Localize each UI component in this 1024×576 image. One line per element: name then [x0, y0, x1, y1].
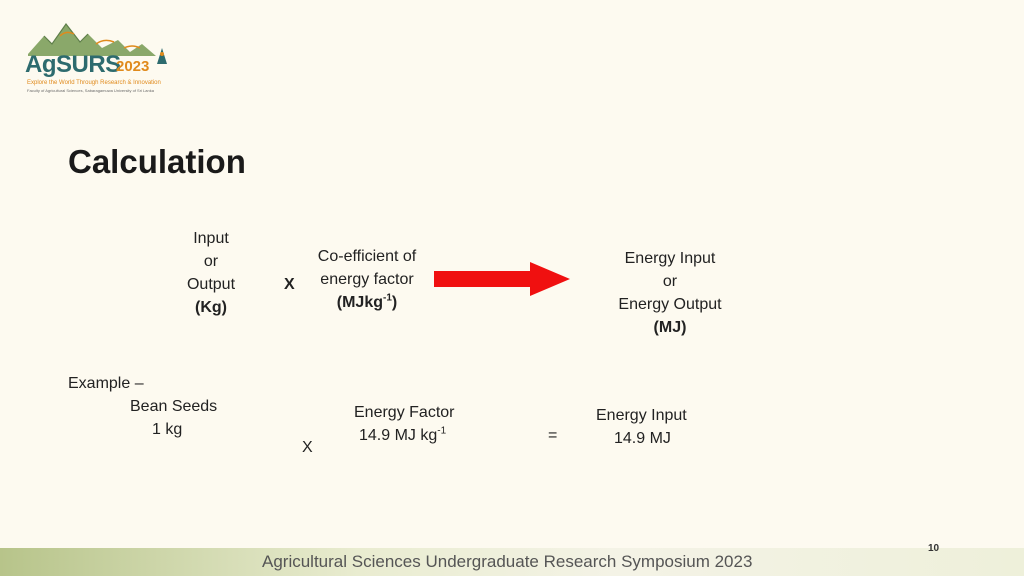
- formula-input-line: Output: [186, 276, 236, 293]
- example-label: Example –: [68, 375, 144, 392]
- formula-input-unit: (Kg): [195, 299, 227, 316]
- page-number: 10: [928, 543, 940, 554]
- formula-result-line: Energy Input: [624, 250, 716, 267]
- formula-result-line: or: [662, 273, 678, 290]
- formula-result-block: Energy Input or Energy Output (MJ): [604, 247, 736, 339]
- example-equals-sign: =: [548, 427, 558, 444]
- agsurs-logo-mountains: [28, 22, 167, 64]
- example-factor-value: 14.9 MJ kg-1: [359, 425, 447, 444]
- formula-result-line: Energy Output: [618, 296, 722, 313]
- formula-input-block: Input or Output (Kg): [170, 227, 252, 319]
- example-multiply-sign: X: [302, 439, 313, 456]
- formula-coefficient-unit: (MJkg-1): [336, 292, 398, 311]
- formula-input-line: or: [203, 253, 219, 270]
- logo-tagline: Explore the World Through Research & Inn…: [27, 80, 161, 86]
- formula-result-unit: (MJ): [653, 319, 687, 336]
- formula-coefficient-line: energy factor: [320, 271, 414, 288]
- slide-title: Calculation: [68, 143, 246, 180]
- logo-year: 2023: [116, 58, 150, 75]
- example-item: Bean Seeds: [130, 398, 218, 415]
- formula-arrow-icon: [434, 262, 570, 296]
- logo-wordmark: AgSURS: [25, 51, 121, 78]
- example-result-label: Energy Input: [596, 407, 687, 424]
- logo-subline: Faculty of Agricultural Sciences, Sabara…: [27, 88, 154, 93]
- formula-multiply-sign: X: [284, 276, 295, 293]
- footer-band: [0, 548, 1024, 576]
- formula-input-line: Input: [193, 230, 229, 247]
- example-result-value: 14.9 MJ: [614, 430, 671, 447]
- example-quantity: 1 kg: [152, 421, 183, 438]
- example-factor-label: Energy Factor: [354, 404, 455, 421]
- formula-coefficient-block: Co-efficient of energy factor (MJkg-1): [300, 245, 434, 314]
- formula-coefficient-line: Co-efficient of: [317, 248, 417, 265]
- footer-text: Agricultural Sciences Undergraduate Rese…: [262, 552, 753, 571]
